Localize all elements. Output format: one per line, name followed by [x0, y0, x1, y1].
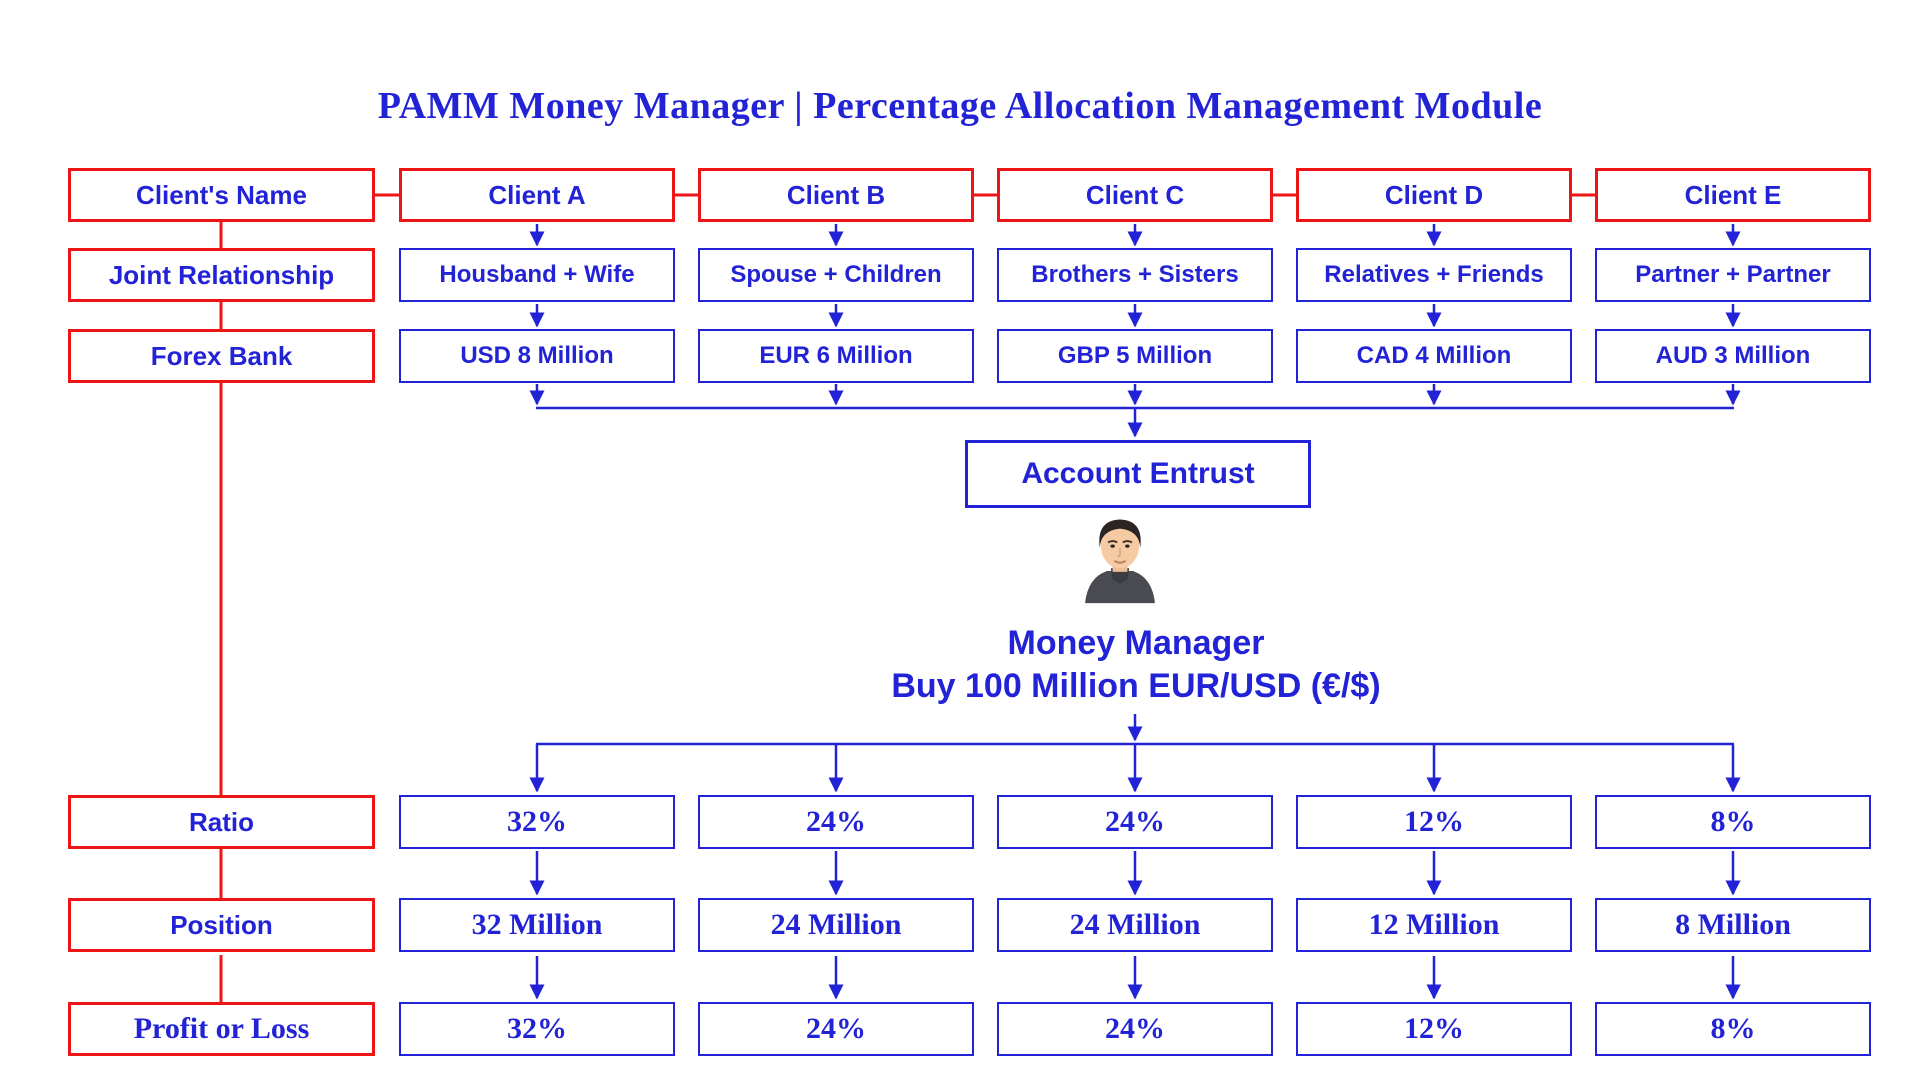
- money-manager-action: Buy 100 Million EUR/USD (€/$): [891, 667, 1381, 705]
- client-c-relationship-box: Brothers + Sisters: [997, 248, 1273, 302]
- client-d-ratio-box: 12%: [1296, 795, 1572, 849]
- client-d-profit-box: 12%: [1296, 1002, 1572, 1056]
- account-entrust-box: Account Entrust: [965, 440, 1311, 508]
- client-e-deposit-box: AUD 3 Million: [1595, 329, 1871, 383]
- client-a-position-box: 32 Million: [399, 898, 675, 952]
- client-b-deposit-box: EUR 6 Million: [698, 329, 974, 383]
- client-c-ratio-box: 24%: [997, 795, 1273, 849]
- client-b-relationship-box: Spouse + Children: [698, 248, 974, 302]
- client-a-profit-box: 32%: [399, 1002, 675, 1056]
- client-b-position-box: 24 Million: [698, 898, 974, 952]
- client-d-position-box: 12 Million: [1296, 898, 1572, 952]
- client-a-name-box: Client A: [399, 168, 675, 222]
- row-label-clients-name: Client's Name: [68, 168, 375, 222]
- money-manager-title: Money Manager: [1007, 624, 1265, 662]
- client-b-ratio-box: 24%: [698, 795, 974, 849]
- client-d-deposit-box: CAD 4 Million: [1296, 329, 1572, 383]
- client-e-position-box: 8 Million: [1595, 898, 1871, 952]
- page-title: PAMM Money Manager | Percentage Allocati…: [377, 85, 1543, 127]
- client-a-ratio-box: 32%: [399, 795, 675, 849]
- client-c-name-box: Client C: [997, 168, 1273, 222]
- client-e-ratio-box: 8%: [1595, 795, 1871, 849]
- client-a-relationship-box: Housband + Wife: [399, 248, 675, 302]
- row-label-joint-relationship: Joint Relationship: [68, 248, 375, 302]
- money-manager-caption: Money Manager Buy 100 Million EUR/USD (€…: [736, 622, 1536, 708]
- row-label-profit-or-loss: Profit or Loss: [68, 1002, 375, 1056]
- client-d-name-box: Client D: [1296, 168, 1572, 222]
- client-b-profit-box: 24%: [698, 1002, 974, 1056]
- row-label-ratio: Ratio: [68, 795, 375, 849]
- client-b-name-box: Client B: [698, 168, 974, 222]
- row-label-position: Position: [68, 898, 375, 952]
- client-e-relationship-box: Partner + Partner: [1595, 248, 1871, 302]
- client-e-name-box: Client E: [1595, 168, 1871, 222]
- client-c-position-box: 24 Million: [997, 898, 1273, 952]
- client-d-relationship-box: Relatives + Friends: [1296, 248, 1572, 302]
- client-a-deposit-box: USD 8 Million: [399, 329, 675, 383]
- client-c-deposit-box: GBP 5 Million: [997, 329, 1273, 383]
- client-c-profit-box: 24%: [997, 1002, 1273, 1056]
- client-e-profit-box: 8%: [1595, 1002, 1871, 1056]
- money-manager-avatar-icon: [1074, 514, 1166, 604]
- row-label-forex-bank: Forex Bank: [68, 329, 375, 383]
